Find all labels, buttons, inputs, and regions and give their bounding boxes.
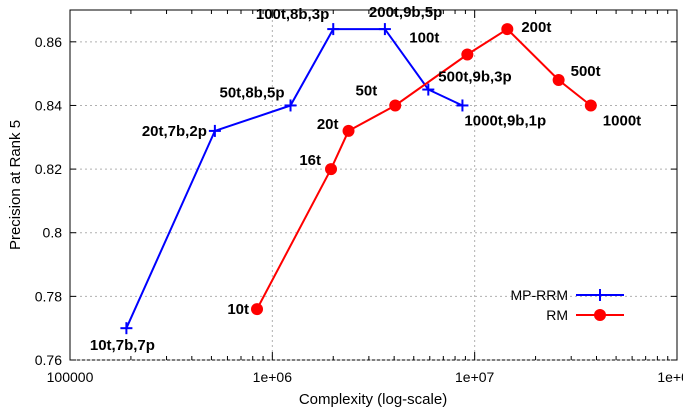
point-label: 16t	[299, 152, 321, 169]
point-label: 200t,9b,5p	[369, 4, 442, 21]
data-point	[342, 124, 355, 137]
data-point	[327, 23, 340, 36]
point-label: 1000t,9b,1p	[464, 112, 546, 129]
series-mp-rrm	[120, 23, 469, 335]
series-line	[125, 28, 463, 329]
point-label: 500t,9b,3p	[438, 69, 511, 86]
point-label: 500t	[571, 63, 601, 80]
data-point	[325, 163, 338, 176]
y-tick-label: 0.76	[35, 352, 62, 368]
data-point	[378, 23, 391, 36]
point-label: 10t	[227, 301, 249, 318]
x-axis-title: Complexity (log-scale)	[299, 391, 447, 408]
point-label: 200t	[521, 19, 551, 36]
data-point	[389, 99, 402, 112]
point-label: 100t,8b,3p	[256, 6, 329, 23]
series-rm	[251, 23, 597, 316]
x-tick-label: 1e+07	[455, 369, 495, 385]
plot-frame	[69, 9, 678, 361]
y-tick-label: 0.78	[35, 288, 62, 304]
x-tick-label: 1e+08	[657, 369, 683, 385]
data-point	[422, 83, 435, 96]
series-line	[256, 27, 592, 310]
series-layer	[120, 23, 597, 335]
y-tick-label: 0.8	[43, 225, 63, 241]
data-point	[284, 99, 297, 112]
y-tick-label: 0.86	[35, 34, 62, 50]
grid	[70, 10, 677, 361]
data-point	[208, 124, 221, 137]
legend-marker	[594, 309, 606, 321]
legend-label: MP-RRM	[510, 287, 568, 303]
x-tick-label: 100000	[47, 369, 94, 385]
y-axis-title: Precision at Rank 5	[7, 120, 24, 250]
point-label: 20t,7b,2p	[142, 123, 207, 140]
data-point	[552, 74, 565, 86]
legend-label: RM	[546, 307, 568, 323]
point-labels: 10t,7b,7p 20t,7b,2p 50t,8b,5p 100t,8b,3p 200…	[90, 4, 641, 354]
x-tick-label: 1e+06	[253, 369, 293, 385]
point-label: 100t	[409, 30, 439, 47]
point-label: 10t,7b,7p	[90, 337, 155, 354]
point-label: 50t,8b,5p	[219, 84, 284, 101]
data-point	[584, 99, 597, 112]
data-point	[251, 303, 264, 316]
axis-ticks: 0.76 0.78 0.8 0.82 0.84 0.86 100000 1e+06 1e+07 1…	[35, 10, 683, 385]
data-point	[501, 23, 514, 36]
legend-marker	[594, 289, 606, 301]
data-point	[456, 99, 469, 112]
point-label: 1000t	[603, 112, 641, 129]
y-tick-label: 0.82	[35, 161, 62, 177]
point-label: 50t	[356, 82, 378, 99]
data-point	[461, 48, 474, 61]
point-label: 20t	[317, 116, 339, 133]
legend: MP-RRM RM	[510, 287, 624, 323]
y-tick-label: 0.84	[35, 97, 62, 113]
data-point	[120, 322, 133, 335]
